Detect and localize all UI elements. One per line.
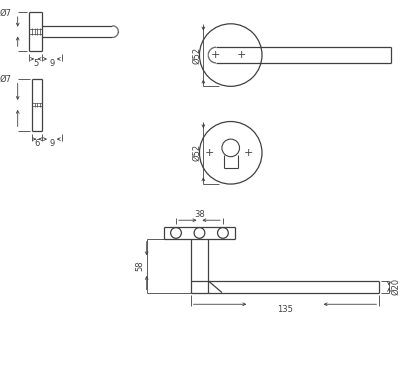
Text: +: +	[237, 50, 246, 60]
Text: 9: 9	[49, 59, 54, 68]
Text: 5: 5	[33, 59, 38, 68]
Text: 9: 9	[49, 140, 54, 148]
Text: Ø52: Ø52	[192, 144, 201, 162]
Text: 38: 38	[194, 210, 205, 219]
Text: 58: 58	[135, 260, 144, 271]
Text: 135: 135	[277, 305, 293, 314]
Text: Ø7: Ø7	[0, 9, 12, 18]
Text: Ø20: Ø20	[391, 278, 400, 295]
Text: Ø52: Ø52	[192, 47, 201, 64]
Text: 6: 6	[34, 140, 40, 148]
Text: +: +	[210, 50, 220, 60]
Text: +: +	[204, 148, 214, 158]
Text: +: +	[244, 148, 253, 158]
Text: Ø7: Ø7	[0, 75, 12, 84]
